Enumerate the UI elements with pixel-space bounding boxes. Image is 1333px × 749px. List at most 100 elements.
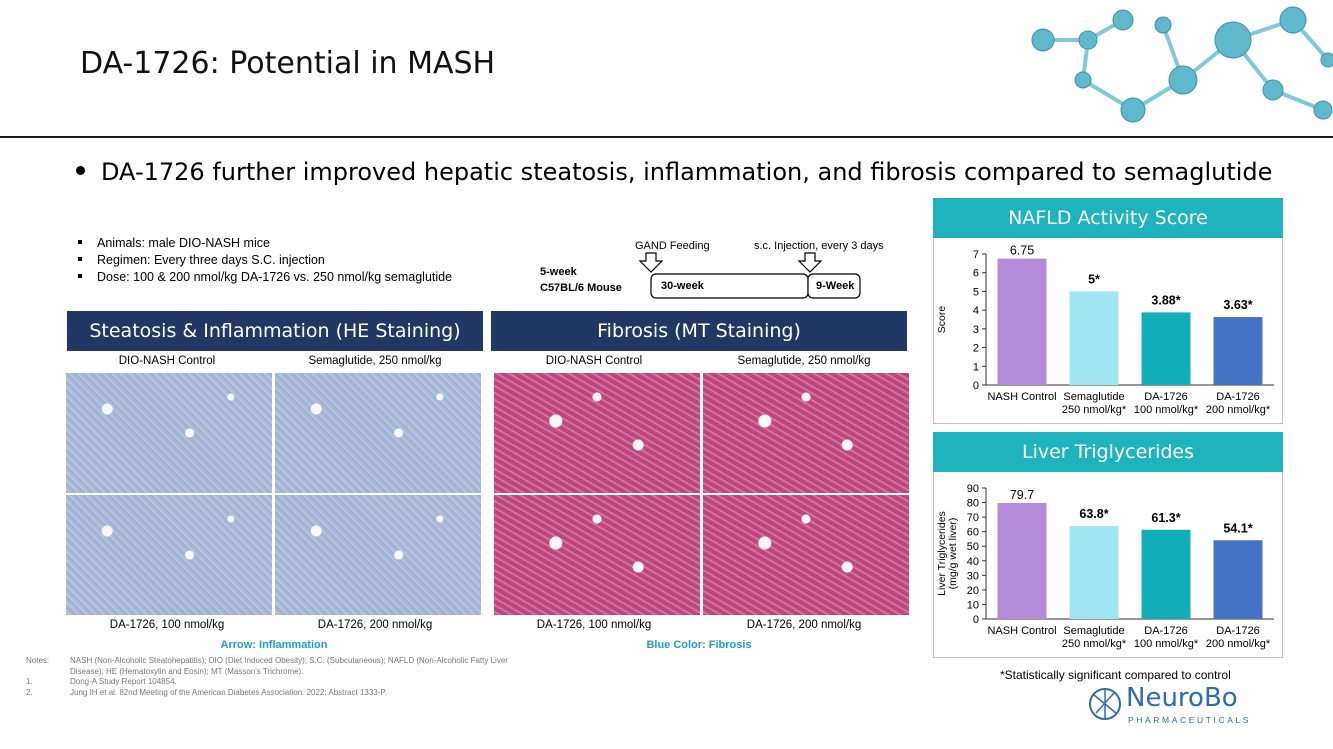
study-item-text: Dose: 100 & 200 nmol/kg DA-1726 vs. 250 …	[97, 270, 453, 284]
x-tick-label: 100 nmol/kg*	[1134, 404, 1199, 416]
y-tick-label: 60	[967, 527, 979, 539]
ref2-text: Jung IH et al. 82nd Meeting of the Ameri…	[70, 687, 387, 697]
he-image-da1726-100	[66, 495, 272, 615]
bar	[1069, 526, 1119, 619]
y-tick-label: 40	[967, 556, 979, 568]
injection-label: s.c. Injection, every 3 days	[754, 240, 884, 252]
data-label: 79.7	[1010, 488, 1034, 502]
notes-line2: Disease); HE (Hematoxylin and Eosin); MT…	[70, 666, 304, 676]
key-finding-bullet: DA-1726 further improved hepatic steatos…	[76, 158, 1272, 186]
he-image-semaglutide	[275, 373, 481, 493]
y-tick-label: 30	[967, 570, 979, 582]
nafld-chart: 0 1 2 3 4 5 6 7 Score 6.75 NASH Control 5* Semagluti…	[936, 244, 1274, 416]
x-tick-label: 200 nmol/kg*	[1206, 404, 1271, 416]
y-tick-label: 10	[967, 599, 979, 611]
he-label-da1726-100: DA-1726, 100 nmol/kg	[109, 619, 225, 631]
y-tick-label: 4	[973, 305, 979, 317]
he-label-control: DIO-NASH Control	[118, 355, 216, 367]
triglycerides-chart: 0 10 20 30 40 50 60 70 80 90 Liver Triglycerides (m…	[936, 483, 1274, 650]
bar	[1141, 312, 1191, 385]
nafld-chart-box: 0 1 2 3 4 5 6 7 Score 6.75 NASH Control 5* Semagluti…	[933, 238, 1283, 424]
notes-line1: NASH (Non-Alcoholic Steatohepatitis); DI…	[70, 656, 508, 665]
y-tick-label: 0	[973, 614, 979, 626]
mt-label-da1726-100: DA-1726, 100 nmol/kg	[536, 619, 652, 631]
he-image-control	[66, 373, 272, 493]
footnotes: Notes: NASH (Non-Alcoholic Steatohepatiti…	[26, 656, 508, 698]
data-label: 61.3*	[1151, 511, 1180, 525]
gand-feeding-label: GAND Feeding	[635, 240, 710, 252]
logo-subtitle: PHARMACEUTICALS	[1128, 715, 1252, 725]
key-finding-text: DA-1726 further improved hepatic steatos…	[101, 158, 1273, 186]
y-tick-label: 80	[967, 498, 979, 510]
x-tick-label: 250 nmol/kg*	[1062, 404, 1127, 416]
bar	[1069, 291, 1119, 385]
y-tick-label: 5	[973, 286, 979, 298]
molecule-graphic	[1003, 0, 1333, 136]
bar	[997, 502, 1047, 619]
study-item-text: Regimen: Every three days S.C. injection	[97, 253, 325, 267]
study-item-regimen: Regimen: Every three days S.C. injection	[78, 252, 452, 269]
mt-image-control	[494, 373, 700, 493]
mouse-strain-label: C57BL/6 Mouse	[540, 282, 622, 294]
y-tick-label: 90	[967, 483, 979, 495]
mt-panel-header: Fibrosis (MT Staining)	[491, 311, 907, 351]
he-label-semaglutide: Semaglutide, 250 nmol/kg	[308, 355, 442, 367]
ref2-number: 2.	[26, 687, 33, 697]
mt-label-semaglutide: Semaglutide, 250 nmol/kg	[737, 355, 871, 367]
study-item-animals: Animals: male DIO-NASH mice	[78, 235, 452, 252]
x-tick-label: DA-1726	[1144, 625, 1187, 637]
study-timeline: GAND Feeding s.c. Injection, every 3 day…	[530, 236, 900, 302]
ref1-text: Dong-A Study Report 104854.	[70, 677, 177, 686]
y-tick-label: 70	[967, 512, 979, 524]
x-tick-label: DA-1726	[1216, 391, 1259, 403]
bar	[1141, 529, 1191, 619]
he-label-da1726-200: DA-1726, 200 nmol/kg	[317, 619, 433, 631]
x-tick-label: NASH Control	[987, 625, 1056, 637]
mt-image-da1726-100	[494, 495, 700, 615]
x-tick-label: DA-1726	[1216, 625, 1259, 637]
bar	[997, 258, 1047, 385]
phase2-label: 9-Week	[816, 280, 855, 292]
y-tick-label: 0	[973, 380, 979, 392]
triglycerides-chart-header: Liver Triglycerides	[933, 432, 1283, 472]
notes-label: Notes:	[26, 656, 50, 665]
ref1-number: 1.	[26, 677, 33, 686]
mouse-age-label: 5-week	[540, 266, 577, 278]
x-tick-label: DA-1726	[1144, 391, 1187, 403]
mt-image-da1726-200	[703, 495, 909, 615]
title-divider	[0, 136, 1333, 138]
x-tick-label: Semaglutide	[1063, 391, 1124, 403]
y-axis-label: Score	[936, 306, 948, 334]
study-item-dose: Dose: 100 & 200 nmol/kg DA-1726 vs. 250 …	[78, 269, 452, 286]
data-label: 6.75	[1010, 244, 1034, 258]
y-tick-label: 20	[967, 585, 979, 597]
x-tick-label: Semaglutide	[1063, 625, 1124, 637]
bar	[1213, 540, 1263, 619]
y-axis-label: Liver Triglycerides	[936, 511, 948, 596]
mt-label-da1726-200: DA-1726, 200 nmol/kg	[746, 619, 862, 631]
data-label: 3.63*	[1223, 298, 1252, 312]
y-tick-label: 3	[973, 324, 979, 336]
x-tick-label: 250 nmol/kg*	[1062, 638, 1127, 650]
data-label: 5*	[1088, 272, 1100, 286]
data-label: 3.88*	[1151, 293, 1180, 307]
data-label: 54.1*	[1223, 521, 1252, 535]
bar	[1213, 317, 1263, 385]
x-tick-label: 100 nmol/kg*	[1134, 638, 1199, 650]
y-tick-label: 7	[973, 249, 979, 261]
y-axis-label: (mg/g wet liver)	[947, 518, 959, 590]
timeline-arrows	[638, 252, 861, 299]
he-panel-header: Steatosis & Inflammation (HE Staining)	[67, 311, 483, 351]
mt-image-semaglutide	[703, 373, 909, 493]
mt-label-control: DIO-NASH Control	[545, 355, 643, 367]
he-image-da1726-200	[275, 495, 481, 615]
study-design-list: Animals: male DIO-NASH mice Regimen: Eve…	[78, 235, 452, 286]
mt-caption: Blue Color: Fibrosis	[646, 639, 752, 651]
x-tick-label: 200 nmol/kg*	[1206, 638, 1271, 650]
neurobo-logo: NeuroBo PHARMACEUTICALS	[1086, 683, 1248, 734]
logo-wordmark: NeuroBo	[1126, 683, 1238, 713]
study-item-text: Animals: male DIO-NASH mice	[97, 236, 270, 250]
nafld-chart-header: NAFLD Activity Score	[933, 198, 1283, 238]
triglycerides-chart-box: 0 10 20 30 40 50 60 70 80 90 Liver Triglycerides (m…	[933, 472, 1283, 658]
y-tick-label: 2	[973, 343, 979, 355]
